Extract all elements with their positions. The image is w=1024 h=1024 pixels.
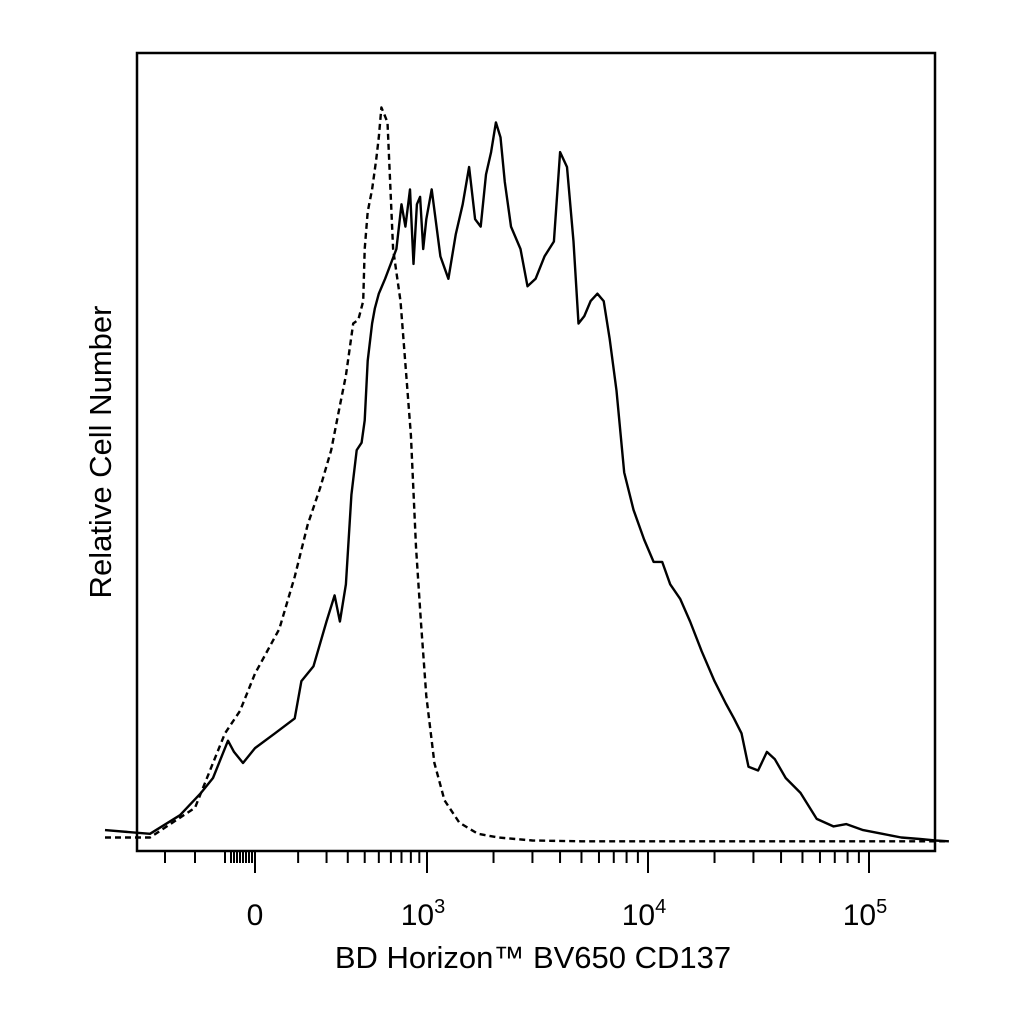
- stained-histogram: [104, 121, 949, 843]
- y-axis-label: Relative Cell Number: [83, 306, 118, 599]
- x-axis-tick-labels: 0 103 104 105: [247, 896, 888, 932]
- isotype-control-histogram: [105, 106, 949, 843]
- x-axis-label: BD Horizon™ BV650 CD137: [335, 940, 731, 975]
- series-lines: [104, 106, 949, 843]
- x-tick-label: 104: [622, 896, 667, 932]
- x-tick-label: 103: [401, 896, 446, 932]
- x-tick-label: 105: [843, 896, 888, 932]
- x-tick-label: 0: [247, 899, 264, 932]
- x-axis-ticks: [164, 851, 870, 873]
- plot-frame: [135, 51, 937, 853]
